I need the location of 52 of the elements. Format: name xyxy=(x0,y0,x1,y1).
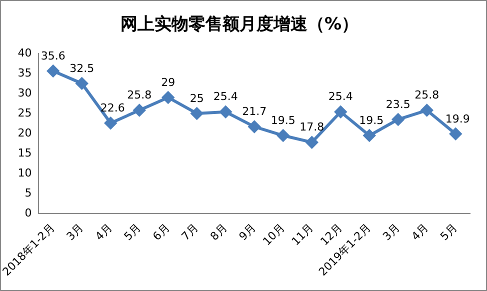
data-label: 17.8 xyxy=(300,120,324,134)
point xyxy=(133,104,146,116)
point xyxy=(190,107,203,120)
data-label: 25 xyxy=(190,92,204,105)
data-label: 19.9 xyxy=(445,112,470,126)
data-label: 35.6 xyxy=(40,49,66,62)
data-label: 25.8 xyxy=(414,88,440,102)
data-label: 23.5 xyxy=(386,98,410,111)
y-tick-label: 40 xyxy=(18,46,32,60)
x-tick-label: 6月 xyxy=(150,221,172,244)
point xyxy=(363,130,376,142)
point xyxy=(277,130,290,142)
data-label: 22.6 xyxy=(100,101,125,114)
y-tick-label: 20 xyxy=(18,126,32,140)
point xyxy=(220,106,232,118)
point xyxy=(162,91,174,104)
y-tick-label: 15 xyxy=(18,146,32,160)
point xyxy=(47,65,60,78)
x-tick-label: 4月 xyxy=(92,221,115,244)
data-label: 25.4 xyxy=(213,90,238,104)
y-tick-label: 35 xyxy=(18,66,32,80)
point xyxy=(104,117,117,130)
y-tick-label: 30 xyxy=(18,86,32,100)
x-tick-label: 3月 xyxy=(380,221,402,244)
x-tick-label: 5月 xyxy=(438,221,460,244)
x-tick-label: 7月 xyxy=(179,221,202,244)
y-tick-label: 10 xyxy=(18,166,32,180)
data-label: 19.5 xyxy=(270,114,296,127)
x-tick-label: 4月 xyxy=(409,221,432,244)
data-label: 29 xyxy=(161,76,176,89)
data-label: 21.7 xyxy=(242,105,267,118)
point xyxy=(334,106,347,118)
y-tick-label: 25 xyxy=(18,106,32,120)
point xyxy=(420,104,433,116)
data-label: 32.5 xyxy=(70,62,94,75)
point xyxy=(450,128,462,140)
data-label: 25.4 xyxy=(328,90,353,104)
y-tick-label: 5 xyxy=(24,186,32,200)
x-tick-label: 11月 xyxy=(289,221,316,248)
point xyxy=(76,77,88,90)
point xyxy=(306,136,318,148)
x-tick-label: 10月 xyxy=(260,221,288,248)
point xyxy=(248,120,260,133)
x-tick-label: 9月 xyxy=(236,221,259,244)
point xyxy=(392,113,404,126)
data-label: 25.8 xyxy=(127,88,152,102)
data-label: 19.5 xyxy=(359,114,384,127)
chart-title: 网上实物零售额月度增速（%） xyxy=(120,14,359,35)
x-tick-label: 5月 xyxy=(122,221,144,244)
x-tick-label: 8月 xyxy=(208,221,230,244)
x-tick-label: 3月 xyxy=(64,221,86,244)
y-tick-label: 0 xyxy=(24,206,32,220)
